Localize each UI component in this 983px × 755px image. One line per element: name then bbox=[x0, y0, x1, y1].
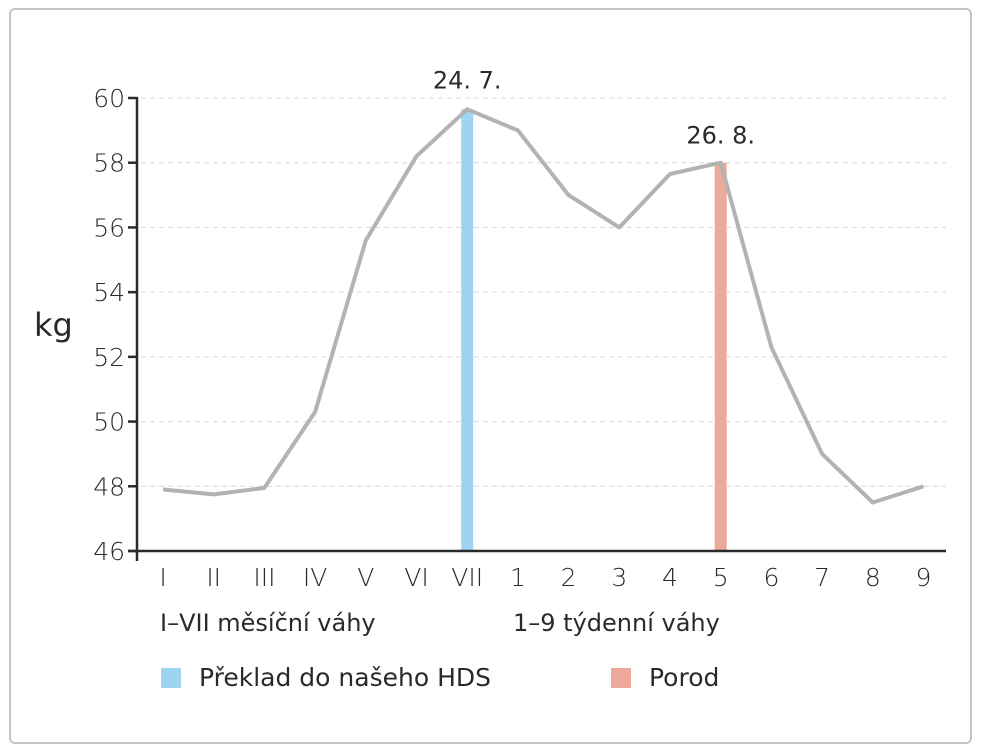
series-lines bbox=[162, 107, 925, 505]
x-tick-label: IV bbox=[303, 563, 327, 592]
caption-monthly: I–VII měsíční váhy bbox=[160, 609, 376, 637]
y-tick-label: 52 bbox=[93, 343, 125, 372]
x-tick-label: I bbox=[159, 563, 166, 592]
x-tick-label: 1 bbox=[510, 563, 526, 592]
marker-labels: 24. 7. 26. 8. bbox=[433, 66, 755, 149]
x-tick-label: 9 bbox=[916, 563, 932, 592]
x-tick-label: 4 bbox=[662, 563, 678, 592]
legend-swatch-red bbox=[611, 667, 631, 688]
x-tick-label: 2 bbox=[561, 563, 577, 592]
x-tick-label: VI bbox=[404, 563, 428, 592]
legend-item-transfer: Překlad do našeho HDS bbox=[161, 663, 491, 692]
gridlines bbox=[141, 97, 946, 487]
series-line bbox=[162, 107, 925, 505]
x-tick-label: 3 bbox=[611, 563, 627, 592]
y-axis-label: kg bbox=[34, 306, 73, 344]
x-tick-label: III bbox=[253, 563, 275, 592]
event-markers bbox=[461, 109, 727, 551]
y-tick-label: 48 bbox=[93, 472, 125, 501]
y-tick-label: 46 bbox=[93, 537, 125, 566]
x-tick-label: 5 bbox=[713, 563, 729, 592]
x-tick-label: 7 bbox=[814, 563, 830, 592]
legend-item-birth: Porod bbox=[611, 663, 719, 692]
y-tick-label: 54 bbox=[93, 278, 125, 307]
chart-frame bbox=[9, 8, 972, 744]
x-tick-label: 8 bbox=[865, 563, 881, 592]
x-tick-label: VII bbox=[451, 563, 483, 592]
caption-weekly: 1–9 týdenní váhy bbox=[513, 609, 720, 637]
y-tick-label: 60 bbox=[93, 84, 125, 113]
marker-bar bbox=[461, 109, 474, 551]
legend-label: Překlad do našeho HDS bbox=[199, 663, 491, 692]
axes bbox=[128, 96, 946, 561]
y-tick-label: 56 bbox=[93, 213, 125, 242]
x-tick-label: II bbox=[206, 563, 221, 592]
x-tick-label: 6 bbox=[763, 563, 779, 592]
x-tick-labels: I II III IV V VI VII 1 2 3 4 5 6 7 8 9 bbox=[159, 563, 931, 592]
marker-date-label: 26. 8. bbox=[686, 122, 755, 150]
legend-swatch-blue bbox=[161, 667, 181, 688]
y-tick-labels: 46 48 50 52 54 56 58 60 bbox=[93, 84, 125, 566]
marker-date-label: 24. 7. bbox=[433, 66, 502, 94]
x-tick-label: V bbox=[357, 563, 374, 592]
legend-label: Porod bbox=[649, 663, 720, 692]
y-tick-label: 50 bbox=[93, 408, 125, 437]
marker-bar bbox=[714, 162, 727, 551]
y-tick-label: 58 bbox=[93, 149, 125, 178]
